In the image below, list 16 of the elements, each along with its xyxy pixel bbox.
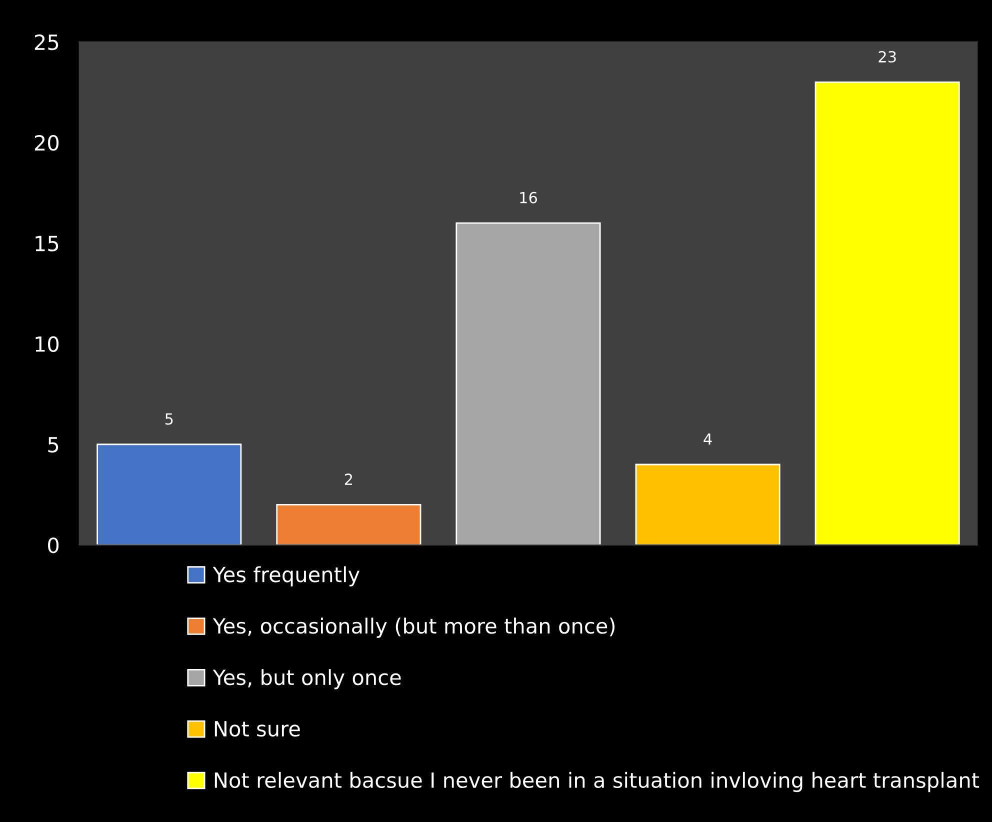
y-tick-label: 5	[48, 437, 58, 453]
y-tick-label: 0	[48, 537, 59, 554]
data-label: 5	[165, 413, 173, 425]
legend-label: Not sure	[214, 721, 300, 737]
data-label: 2	[344, 474, 352, 485]
legend-label: Yes, occasionally (but more than once)	[212, 618, 615, 638]
y-tick-label: 20	[34, 134, 59, 151]
data-label: 16	[520, 192, 537, 204]
data-label: 23	[878, 50, 896, 63]
y-tick-label: 15	[36, 236, 58, 252]
y-tick-label: 25	[34, 34, 58, 50]
y-tick-label: 10	[36, 336, 59, 352]
legend-label: Not relevant bacsue I never been in a situation invloving heart transplant	[214, 772, 980, 792]
data-label: 4	[704, 434, 712, 445]
legend-label: Yes, but only once	[212, 669, 401, 690]
legend-label: Yes frequently	[212, 566, 360, 586]
